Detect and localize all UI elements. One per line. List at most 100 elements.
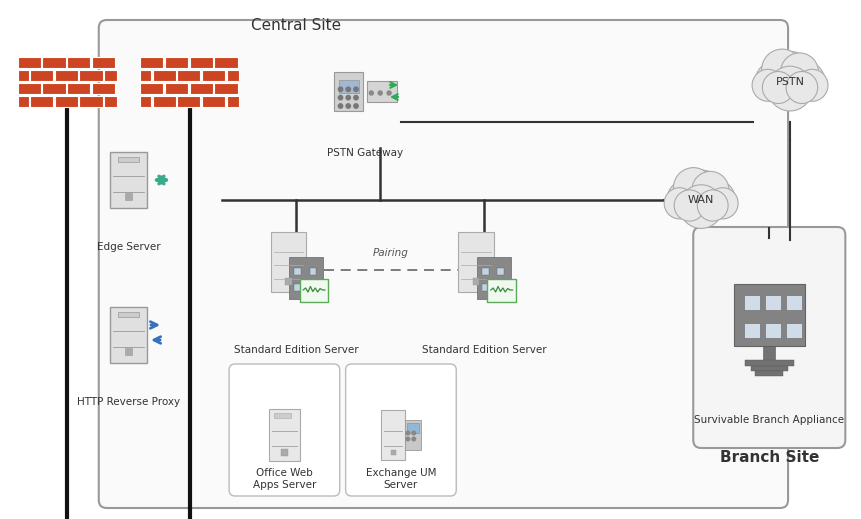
FancyBboxPatch shape	[164, 57, 188, 69]
FancyBboxPatch shape	[152, 70, 176, 81]
Circle shape	[780, 53, 818, 91]
FancyBboxPatch shape	[497, 283, 504, 291]
FancyBboxPatch shape	[30, 70, 53, 81]
FancyBboxPatch shape	[270, 232, 306, 292]
Circle shape	[345, 95, 350, 100]
FancyBboxPatch shape	[367, 80, 397, 102]
FancyBboxPatch shape	[189, 83, 213, 94]
FancyBboxPatch shape	[345, 364, 455, 496]
FancyBboxPatch shape	[92, 57, 115, 69]
FancyBboxPatch shape	[104, 70, 116, 81]
FancyBboxPatch shape	[458, 232, 493, 292]
Circle shape	[353, 87, 358, 91]
FancyBboxPatch shape	[764, 295, 781, 309]
Circle shape	[387, 91, 391, 95]
Text: Standard Edition Server: Standard Edition Server	[421, 345, 546, 355]
Circle shape	[412, 437, 415, 441]
FancyBboxPatch shape	[404, 420, 420, 450]
FancyBboxPatch shape	[201, 95, 225, 107]
Text: Office Web
Apps Server: Office Web Apps Server	[252, 468, 316, 489]
FancyBboxPatch shape	[55, 95, 78, 107]
Circle shape	[767, 66, 811, 111]
FancyBboxPatch shape	[269, 409, 300, 461]
Circle shape	[752, 70, 783, 101]
FancyBboxPatch shape	[764, 323, 781, 338]
FancyBboxPatch shape	[274, 413, 291, 418]
Text: PSTN Gateway: PSTN Gateway	[327, 148, 403, 158]
Circle shape	[761, 72, 793, 103]
FancyBboxPatch shape	[201, 70, 225, 81]
Circle shape	[378, 91, 381, 95]
Circle shape	[345, 87, 350, 91]
FancyBboxPatch shape	[743, 295, 759, 309]
FancyBboxPatch shape	[476, 257, 510, 299]
Text: Central Site: Central Site	[251, 18, 341, 33]
FancyBboxPatch shape	[294, 283, 300, 291]
Circle shape	[406, 437, 409, 441]
Text: Exchange UM
Server: Exchange UM Server	[365, 468, 436, 489]
Circle shape	[691, 171, 728, 209]
FancyBboxPatch shape	[214, 57, 238, 69]
FancyBboxPatch shape	[338, 80, 358, 93]
Circle shape	[785, 72, 817, 103]
Circle shape	[697, 190, 728, 221]
Text: Edge Server: Edge Server	[96, 242, 160, 252]
FancyBboxPatch shape	[390, 450, 395, 455]
FancyBboxPatch shape	[281, 449, 288, 456]
FancyBboxPatch shape	[177, 70, 201, 81]
Text: PSTN: PSTN	[775, 77, 803, 87]
FancyBboxPatch shape	[18, 57, 41, 69]
FancyBboxPatch shape	[79, 70, 102, 81]
Text: Standard Edition Server: Standard Edition Server	[233, 345, 358, 355]
Circle shape	[666, 180, 703, 217]
Circle shape	[678, 170, 723, 217]
FancyBboxPatch shape	[140, 57, 164, 69]
FancyBboxPatch shape	[67, 57, 90, 69]
Circle shape	[338, 104, 343, 108]
Circle shape	[664, 188, 694, 219]
FancyBboxPatch shape	[42, 57, 65, 69]
Text: Survivable Branch Appliance: Survivable Branch Appliance	[693, 415, 844, 425]
FancyBboxPatch shape	[18, 95, 28, 107]
FancyBboxPatch shape	[140, 95, 151, 107]
FancyBboxPatch shape	[300, 279, 328, 302]
FancyBboxPatch shape	[743, 323, 759, 338]
FancyBboxPatch shape	[285, 278, 291, 285]
FancyBboxPatch shape	[42, 83, 65, 94]
Circle shape	[786, 62, 824, 100]
FancyBboxPatch shape	[784, 323, 802, 338]
Text: WAN: WAN	[687, 195, 714, 205]
Circle shape	[406, 431, 409, 435]
FancyBboxPatch shape	[744, 360, 793, 365]
Circle shape	[338, 95, 343, 100]
FancyBboxPatch shape	[406, 423, 418, 433]
Circle shape	[796, 70, 827, 101]
FancyBboxPatch shape	[381, 410, 405, 460]
FancyBboxPatch shape	[733, 283, 804, 346]
FancyBboxPatch shape	[481, 283, 488, 291]
FancyBboxPatch shape	[92, 83, 115, 94]
Circle shape	[412, 431, 415, 435]
FancyBboxPatch shape	[140, 70, 151, 81]
FancyBboxPatch shape	[177, 95, 201, 107]
FancyBboxPatch shape	[18, 83, 41, 94]
Circle shape	[754, 62, 792, 100]
Circle shape	[765, 51, 813, 100]
FancyBboxPatch shape	[309, 268, 316, 275]
FancyBboxPatch shape	[125, 348, 132, 354]
FancyBboxPatch shape	[118, 312, 139, 317]
Circle shape	[672, 168, 713, 208]
FancyBboxPatch shape	[79, 95, 102, 107]
Circle shape	[353, 104, 358, 108]
FancyBboxPatch shape	[104, 95, 116, 107]
FancyBboxPatch shape	[109, 152, 147, 208]
FancyBboxPatch shape	[140, 83, 164, 94]
Circle shape	[697, 180, 734, 217]
Circle shape	[353, 95, 358, 100]
FancyBboxPatch shape	[189, 57, 213, 69]
FancyBboxPatch shape	[481, 268, 488, 275]
FancyBboxPatch shape	[55, 70, 78, 81]
FancyBboxPatch shape	[486, 279, 516, 302]
Circle shape	[369, 91, 373, 95]
Circle shape	[678, 185, 722, 228]
